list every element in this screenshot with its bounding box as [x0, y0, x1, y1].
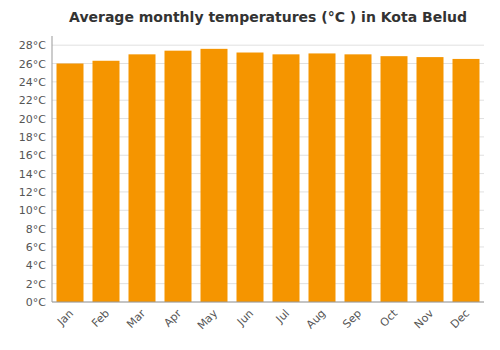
bar: [237, 53, 264, 302]
x-tick-label: Feb: [89, 307, 112, 330]
bar: [273, 54, 300, 302]
y-tick-label: 0°C: [26, 296, 46, 309]
y-tick-label: 22°C: [19, 94, 46, 107]
x-tick-label: Jun: [234, 307, 256, 329]
x-tick-label: Sep: [340, 307, 364, 331]
y-tick-label: 20°C: [19, 113, 46, 126]
y-tick-label: 2°C: [26, 278, 46, 291]
y-tick-label: 6°C: [26, 241, 46, 254]
bar: [201, 49, 228, 302]
y-tick-label: 28°C: [19, 39, 46, 52]
bar: [57, 64, 84, 302]
y-tick-label: 4°C: [26, 259, 46, 272]
y-tick-label: 24°C: [19, 76, 46, 89]
y-tick-label: 14°C: [19, 168, 46, 181]
bar: [309, 53, 336, 302]
grid-line: [52, 45, 484, 46]
chart-title: Average monthly temperatures (°C ) in Ko…: [69, 9, 467, 25]
bar: [165, 51, 192, 302]
x-tick-label: Aug: [304, 307, 328, 331]
y-tick-label: 8°C: [26, 223, 46, 236]
x-tick-label: May: [195, 307, 221, 333]
x-axis: Jan Feb Mar Apr May Jun Jul Aug Sep Oct Nov Dec: [52, 302, 484, 332]
x-tick-label: Mar: [124, 307, 148, 331]
y-tick-label: 18°C: [19, 131, 46, 144]
bar: [417, 57, 444, 302]
bar: [93, 61, 120, 302]
x-axis-line: [52, 302, 484, 303]
x-tick-label: Nov: [412, 307, 437, 332]
y-tick-label: 10°C: [19, 204, 46, 217]
y-axis: 0°C 2°C 4°C 6°C 8°C 10°C 12°C 14°C 16°C 18°C 20°C 2…: [19, 36, 52, 309]
x-tick-label: Apr: [161, 307, 184, 330]
y-tick-label: 26°C: [19, 58, 46, 71]
grid-line: [52, 302, 484, 303]
grid: [52, 45, 484, 302]
x-tick-label: Dec: [448, 307, 472, 331]
x-tick-label: Jan: [54, 307, 76, 329]
bar: [453, 59, 480, 302]
bar: [345, 54, 372, 302]
bar: [381, 56, 408, 302]
chart-svg: 0°C 2°C 4°C 6°C 8°C 10°C 12°C 14°C 16°C 18°C 20°C 2…: [0, 0, 500, 350]
bar: [129, 54, 156, 302]
chart-container: 0°C 2°C 4°C 6°C 8°C 10°C 12°C 14°C 16°C 18°C 20°C 2…: [0, 0, 500, 350]
x-tick-label: Oct: [377, 306, 400, 329]
y-tick-label: 12°C: [19, 186, 46, 199]
y-axis-line: [52, 36, 53, 302]
bars: [57, 49, 480, 302]
y-tick-label: 16°C: [19, 149, 46, 162]
x-tick-label: Jul: [273, 307, 292, 326]
